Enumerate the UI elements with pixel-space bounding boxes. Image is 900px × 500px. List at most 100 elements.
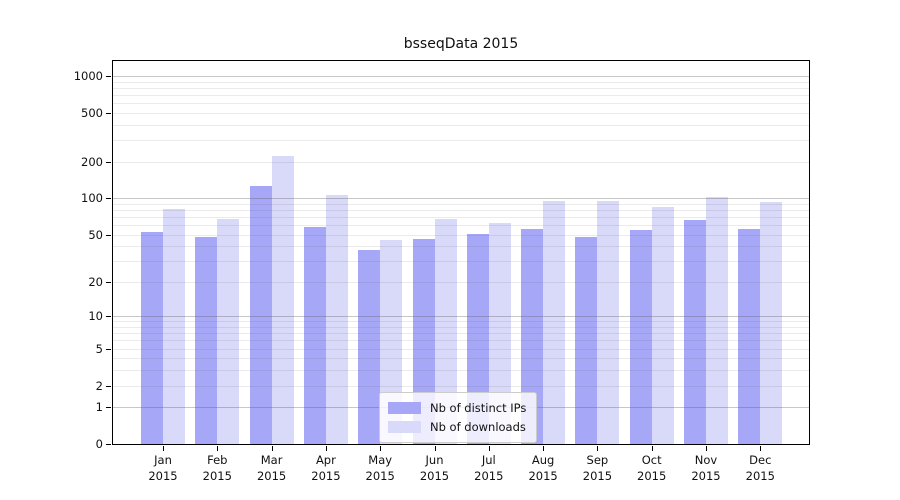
x-tick bbox=[543, 446, 545, 451]
bar-downloads bbox=[706, 197, 728, 444]
major-gridline bbox=[113, 76, 809, 77]
y-tick bbox=[106, 76, 111, 77]
minor-gridline bbox=[113, 140, 809, 141]
x-tick bbox=[760, 446, 762, 451]
x-tick bbox=[271, 446, 273, 451]
x-tick bbox=[325, 446, 327, 451]
y-tick bbox=[106, 161, 111, 163]
minor-gridline bbox=[113, 81, 809, 83]
x-tick-label: Mar 2015 bbox=[257, 452, 286, 484]
y-tick-label: 50 bbox=[88, 227, 103, 242]
x-tick-label: Nov 2015 bbox=[691, 452, 720, 484]
minor-gridline bbox=[113, 216, 809, 218]
y-axis: 0 1 2 5 10 20 50 100 200 500 1000 bbox=[0, 60, 112, 451]
bar-distinct-ips bbox=[629, 229, 652, 444]
x-tick bbox=[706, 446, 707, 451]
month-label: Mar bbox=[260, 453, 283, 467]
minor-gridline bbox=[113, 203, 809, 205]
bar-distinct-ips bbox=[141, 231, 163, 444]
x-tick-label: Jun 2015 bbox=[420, 452, 449, 484]
x-tick-label: Oct 2015 bbox=[637, 452, 666, 484]
bar-distinct-ips bbox=[195, 236, 218, 444]
y-tick bbox=[106, 316, 111, 318]
bar-distinct-ips bbox=[249, 185, 272, 444]
y-tick-label: 5 bbox=[95, 341, 103, 356]
x-tick-label: Feb 2015 bbox=[203, 452, 232, 484]
y-tick bbox=[106, 385, 111, 387]
month-label: Jun bbox=[425, 453, 444, 467]
minor-gridline bbox=[113, 209, 809, 211]
x-tick bbox=[380, 446, 382, 451]
y-tick-label: 500 bbox=[81, 105, 103, 120]
minor-gridline bbox=[113, 95, 809, 96]
legend-item-label: Nb of distinct IPs bbox=[430, 400, 527, 415]
minor-gridline bbox=[113, 103, 809, 105]
legend-item: Nb of distinct IPs bbox=[388, 398, 526, 417]
y-tick-label: 1 bbox=[95, 400, 103, 415]
month-label: Feb bbox=[207, 453, 228, 467]
year-label: 2015 bbox=[365, 469, 395, 483]
y-tick-label: 20 bbox=[88, 274, 103, 289]
month-label: Oct bbox=[641, 453, 662, 467]
plot-area: Nb of distinct IPs Nb of downloads bbox=[106, 60, 810, 451]
year-label: 2015 bbox=[474, 469, 504, 483]
minor-gridline bbox=[113, 87, 809, 89]
year-label: 2015 bbox=[311, 469, 341, 483]
x-tick bbox=[651, 446, 653, 451]
bar-distinct-ips bbox=[684, 220, 706, 444]
bar-downloads bbox=[325, 194, 348, 444]
year-label: 2015 bbox=[745, 469, 775, 483]
y-tick-label: 2 bbox=[95, 378, 103, 393]
y-tick-label: 0 bbox=[95, 437, 103, 451]
legend-item-label: Nb of downloads bbox=[430, 419, 526, 434]
y-tick-label: 1000 bbox=[73, 69, 103, 83]
x-axis: Jan 2015 Feb 2015 Mar 2015 Apr 2015 May 2015 Jun 20… bbox=[112, 445, 810, 500]
month-label: Nov bbox=[694, 453, 718, 467]
bar-distinct-ips bbox=[575, 236, 598, 444]
legend-swatch-downloads bbox=[388, 420, 421, 433]
x-tick-label: May 2015 bbox=[366, 452, 395, 484]
x-tick-label: Apr 2015 bbox=[311, 452, 340, 484]
year-label: 2015 bbox=[256, 469, 287, 483]
year-label: 2015 bbox=[637, 469, 667, 483]
bar-distinct-ips bbox=[466, 233, 489, 444]
month-label: Apr bbox=[315, 453, 336, 467]
bar-downloads bbox=[760, 202, 783, 444]
y-tick-label: 10 bbox=[88, 309, 103, 324]
y-tick bbox=[106, 444, 111, 445]
y-tick bbox=[106, 112, 111, 114]
x-tick-label: Jan 2015 bbox=[148, 452, 177, 484]
x-tick-label: Jul 2015 bbox=[474, 452, 503, 484]
x-tick bbox=[163, 446, 164, 451]
legend: Nb of distinct IPs Nb of downloads bbox=[379, 392, 538, 443]
year-label: 2015 bbox=[202, 469, 232, 483]
bar-distinct-ips bbox=[303, 226, 326, 444]
x-tick bbox=[434, 446, 436, 451]
y-tick bbox=[106, 234, 111, 236]
bar-downloads bbox=[163, 208, 185, 444]
x-tick bbox=[597, 446, 599, 451]
y-tick bbox=[106, 407, 111, 409]
year-label: 2015 bbox=[528, 469, 558, 483]
month-label: Jan bbox=[154, 453, 172, 467]
bar-downloads bbox=[651, 206, 674, 444]
month-label: Dec bbox=[749, 453, 772, 467]
x-tick bbox=[217, 446, 219, 451]
month-label: Jul bbox=[481, 453, 496, 467]
month-label: Sep bbox=[586, 453, 609, 467]
y-tick bbox=[106, 198, 111, 200]
bar-downloads bbox=[217, 219, 240, 444]
bar-distinct-ips bbox=[521, 228, 544, 444]
year-label: 2015 bbox=[148, 469, 178, 483]
year-label: 2015 bbox=[419, 469, 450, 483]
x-tick-label: Aug 2015 bbox=[528, 452, 557, 484]
bar-downloads bbox=[434, 219, 457, 444]
minor-gridline bbox=[113, 112, 809, 114]
major-gridline bbox=[113, 198, 809, 200]
y-tick-label: 200 bbox=[81, 154, 103, 169]
x-tick-label: Dec 2015 bbox=[746, 452, 775, 484]
bar-downloads bbox=[271, 156, 294, 444]
chart-title: bsseqData 2015 bbox=[403, 36, 519, 52]
legend-swatch-distinct-ips bbox=[388, 401, 421, 414]
year-label: 2015 bbox=[691, 469, 721, 483]
